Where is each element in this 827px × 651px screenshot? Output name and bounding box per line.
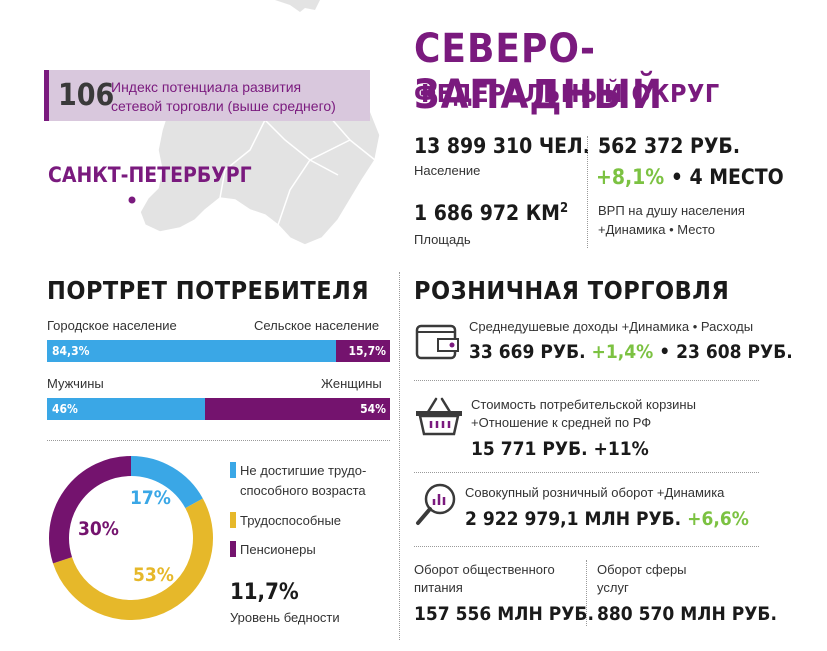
income-value: 33 669 РУБ. — [469, 341, 586, 363]
legend-swatch-blue — [230, 462, 236, 478]
grp-label-line2: +Динамика • Место — [598, 222, 715, 237]
region-title-line1: СЕВЕРО-ЗАПАДНЫЙ — [414, 26, 663, 118]
stats-divider — [587, 136, 588, 248]
region-title-line2: ФЕДЕРАЛЬНЫЙ ОКРУГ — [414, 79, 720, 108]
income-bullet: • — [659, 341, 671, 363]
index-box: 106 Индекс потенциала развития сетевой т… — [44, 70, 370, 121]
rural-pct: 15,7% — [348, 344, 386, 358]
men-pct: 46% — [52, 402, 78, 416]
index-value: 106 — [58, 78, 115, 113]
portrait-divider — [47, 440, 390, 441]
retail-divider-2 — [414, 472, 759, 473]
services-value: 880 570 МЛН РУБ. — [597, 603, 777, 625]
wallet-icon — [415, 324, 459, 360]
rural-segment: 15,7% — [336, 340, 390, 362]
catering-value: 157 556 МЛН РУБ. — [414, 603, 594, 625]
women-segment: 54% — [204, 398, 390, 420]
legend-1-line1: Не достигшие трудо- — [240, 463, 367, 478]
men-women-bar: 46% 54% — [47, 398, 390, 420]
population-label: Население — [414, 163, 481, 178]
income-expenses: 23 608 РУБ. — [676, 341, 793, 363]
turnover-line: 2 922 979,1 МЛН РУБ. +6,6% — [465, 508, 749, 530]
age-donut-chart — [49, 456, 213, 620]
grp-value: 562 372 РУБ. — [598, 134, 741, 158]
women-label: Женщины — [321, 376, 382, 391]
services-label-line1: Оборот сферы — [597, 562, 687, 577]
income-dynamic: +1,4% — [591, 341, 654, 363]
magnifier-chart-icon — [416, 483, 456, 525]
capital-name: САНКТ-ПЕТЕРБУРГ — [48, 163, 252, 187]
donut-label-blue: 17% — [130, 487, 171, 509]
legend-3: Пенсионеры — [240, 542, 316, 557]
turnover-label-extra: +Динамика — [656, 485, 725, 500]
population-value: 13 899 310 ЧЕЛ. — [414, 134, 590, 158]
turnover-dynamic: +6,6% — [687, 508, 749, 530]
legend-1-line2: способного возраста — [240, 483, 366, 498]
grp-line2: +8,1% • 4 МЕСТО — [596, 165, 784, 189]
donut-slice-2 — [53, 498, 213, 620]
portrait-title: ПОРТРЕТ ПОТРЕБИТЕЛЯ — [47, 276, 370, 305]
income-label-wrap: Среднедушевые доходы +Динамика • Расходы — [469, 319, 753, 334]
income-label: Среднедушевые доходы — [469, 319, 619, 334]
basket-value: 15 771 РУБ. — [471, 438, 588, 460]
grp-place: 4 МЕСТО — [689, 165, 784, 189]
basket-label-line1: Стоимость потребительской корзины — [471, 397, 696, 412]
urban-label: Городское население — [47, 318, 177, 333]
retail-title: РОЗНИЧНАЯ ТОРГОВЛЯ — [414, 276, 730, 305]
poverty-label: Уровень бедности — [230, 610, 340, 625]
legend-swatch-violet — [230, 541, 236, 557]
men-segment: 46% — [47, 398, 205, 420]
income-line: 33 669 РУБ. +1,4% • 23 608 РУБ. — [469, 341, 793, 363]
donut-label-yellow: 53% — [133, 564, 174, 586]
donut-label-violet: 30% — [78, 518, 119, 540]
index-text-line1: Индекс потенциала развития — [111, 79, 302, 95]
legend-swatch-yellow — [230, 512, 236, 528]
basket-icon — [416, 397, 462, 436]
turnover-label: Совокупный розничный оборот — [465, 485, 654, 500]
turnover-label-wrap: Совокупный розничный оборот +Динамика — [465, 485, 724, 500]
urban-segment: 84,3% — [47, 340, 337, 362]
area-value-wrap: 1 686 972 КМ2 — [414, 201, 568, 225]
turnover-value: 2 922 979,1 МЛН РУБ. — [465, 508, 682, 530]
catering-label-line1: Оборот общественного — [414, 562, 555, 577]
catering-label-line2: питания — [414, 580, 463, 595]
donut-slice-3 — [49, 456, 132, 564]
grp-bullet: • — [670, 165, 683, 189]
index-text-line2: сетевой торговли (выше среднего) — [111, 98, 336, 114]
retail-divider-3 — [414, 546, 759, 547]
retail-divider-4 — [586, 560, 587, 626]
center-divider — [399, 272, 400, 640]
services-label-line2: услуг — [597, 580, 629, 595]
index-box-accent — [44, 70, 49, 121]
area-label: Площадь — [414, 232, 471, 247]
area-sup: 2 — [560, 201, 569, 216]
map-region-graphic — [128, 0, 381, 246]
donut-slice-1 — [130, 456, 203, 509]
legend-2: Трудоспособные — [240, 513, 342, 528]
poverty-value: 11,7% — [230, 580, 299, 605]
basket-line: 15 771 РУБ. +11% — [471, 438, 649, 460]
rural-label: Сельское население — [254, 318, 380, 333]
men-label: Мужчины — [47, 376, 104, 391]
area-value: 1 686 972 КМ — [414, 201, 560, 225]
basket-label-line2: +Отношение к средней по РФ — [471, 415, 652, 430]
basket-ratio: +11% — [593, 438, 649, 460]
retail-divider-1 — [414, 380, 759, 381]
grp-dynamic: +8,1% — [596, 165, 665, 189]
urban-rural-bar: 84,3% 15,7% — [47, 340, 390, 362]
women-pct: 54% — [360, 402, 386, 416]
urban-pct: 84,3% — [52, 344, 90, 358]
grp-label-line1: ВРП на душу населения — [598, 203, 745, 218]
income-label-extra: +Динамика • Расходы — [621, 319, 754, 334]
